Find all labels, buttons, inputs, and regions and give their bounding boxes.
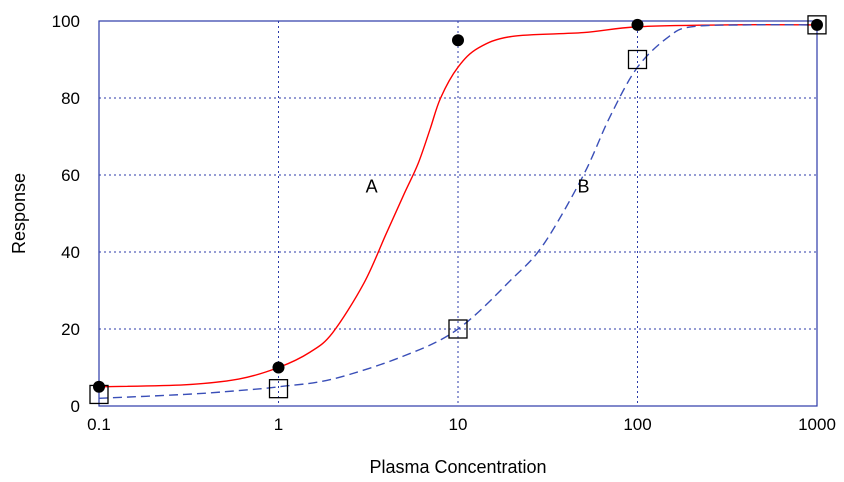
y-tick-label: 0 [71, 397, 80, 416]
y-axis-title: Response [9, 173, 29, 254]
x-tick-label: 100 [623, 415, 651, 434]
point-b [268, 379, 289, 399]
curve-label-b: B [577, 177, 589, 197]
point-a [452, 34, 464, 47]
y-tick-label: 80 [61, 89, 80, 108]
markers [89, 15, 827, 405]
series-line-b [98, 24, 818, 399]
point-a [93, 380, 105, 393]
point-a [811, 18, 823, 31]
x-tick-label: 10 [449, 415, 468, 434]
y-tick-label: 100 [52, 12, 80, 31]
y-tick-label: 20 [61, 320, 80, 339]
y-tick-label: 60 [61, 166, 80, 185]
point-a [631, 18, 644, 31]
x-tick-label: 1000 [798, 415, 836, 434]
x-axis-title: Plasma Concentration [369, 457, 546, 477]
point-b [807, 15, 827, 35]
point-b [448, 319, 468, 339]
curve-label-a: A [366, 177, 378, 197]
point-b [627, 49, 648, 70]
x-tick-label: 0.1 [87, 415, 111, 434]
tick-labels: 0.1 1 10 100 1000 0 20 40 60 80 100 [52, 12, 836, 434]
x-tick-label: 1 [274, 415, 283, 434]
y-tick-label: 40 [61, 243, 80, 262]
plot-frame [98, 20, 818, 407]
grid [99, 21, 817, 406]
point-a [272, 361, 285, 374]
